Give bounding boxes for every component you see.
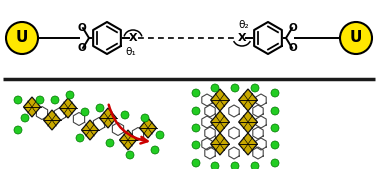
- Polygon shape: [139, 118, 156, 138]
- Circle shape: [81, 108, 89, 116]
- Polygon shape: [211, 111, 229, 133]
- Polygon shape: [23, 97, 40, 117]
- Circle shape: [14, 96, 22, 104]
- Circle shape: [231, 84, 239, 92]
- Text: O: O: [289, 23, 297, 33]
- Polygon shape: [43, 110, 60, 130]
- Polygon shape: [119, 130, 136, 150]
- Circle shape: [271, 107, 279, 115]
- Polygon shape: [99, 108, 116, 128]
- Text: θ₁: θ₁: [125, 47, 136, 57]
- Circle shape: [192, 89, 200, 97]
- Circle shape: [192, 124, 200, 132]
- Circle shape: [271, 124, 279, 132]
- Circle shape: [271, 141, 279, 149]
- Text: X: X: [238, 33, 246, 43]
- Polygon shape: [239, 111, 257, 133]
- Text: O: O: [289, 43, 297, 53]
- Polygon shape: [239, 133, 257, 155]
- Circle shape: [21, 114, 29, 122]
- Circle shape: [14, 126, 22, 134]
- Circle shape: [271, 89, 279, 97]
- Circle shape: [251, 162, 259, 169]
- Circle shape: [96, 104, 104, 112]
- Circle shape: [36, 96, 44, 104]
- Polygon shape: [211, 89, 229, 111]
- Circle shape: [271, 159, 279, 167]
- Text: U: U: [16, 30, 28, 45]
- Polygon shape: [211, 133, 229, 155]
- Circle shape: [126, 151, 134, 159]
- Circle shape: [151, 146, 159, 154]
- Circle shape: [121, 111, 129, 119]
- Circle shape: [211, 84, 219, 92]
- Circle shape: [6, 22, 38, 54]
- Circle shape: [156, 131, 164, 139]
- Circle shape: [106, 139, 114, 147]
- Text: U: U: [350, 30, 362, 45]
- Polygon shape: [239, 89, 257, 111]
- Text: θ₂: θ₂: [239, 20, 249, 30]
- Circle shape: [51, 96, 59, 104]
- Circle shape: [141, 114, 149, 122]
- Circle shape: [340, 22, 372, 54]
- Polygon shape: [59, 98, 76, 118]
- Circle shape: [231, 162, 239, 169]
- Circle shape: [192, 159, 200, 167]
- Text: O: O: [77, 43, 86, 53]
- Polygon shape: [82, 120, 99, 140]
- Circle shape: [76, 134, 84, 142]
- Text: O: O: [77, 23, 86, 33]
- Text: X: X: [129, 33, 137, 43]
- Circle shape: [192, 141, 200, 149]
- Circle shape: [66, 91, 74, 99]
- Circle shape: [192, 107, 200, 115]
- Circle shape: [251, 84, 259, 92]
- Circle shape: [211, 162, 219, 169]
